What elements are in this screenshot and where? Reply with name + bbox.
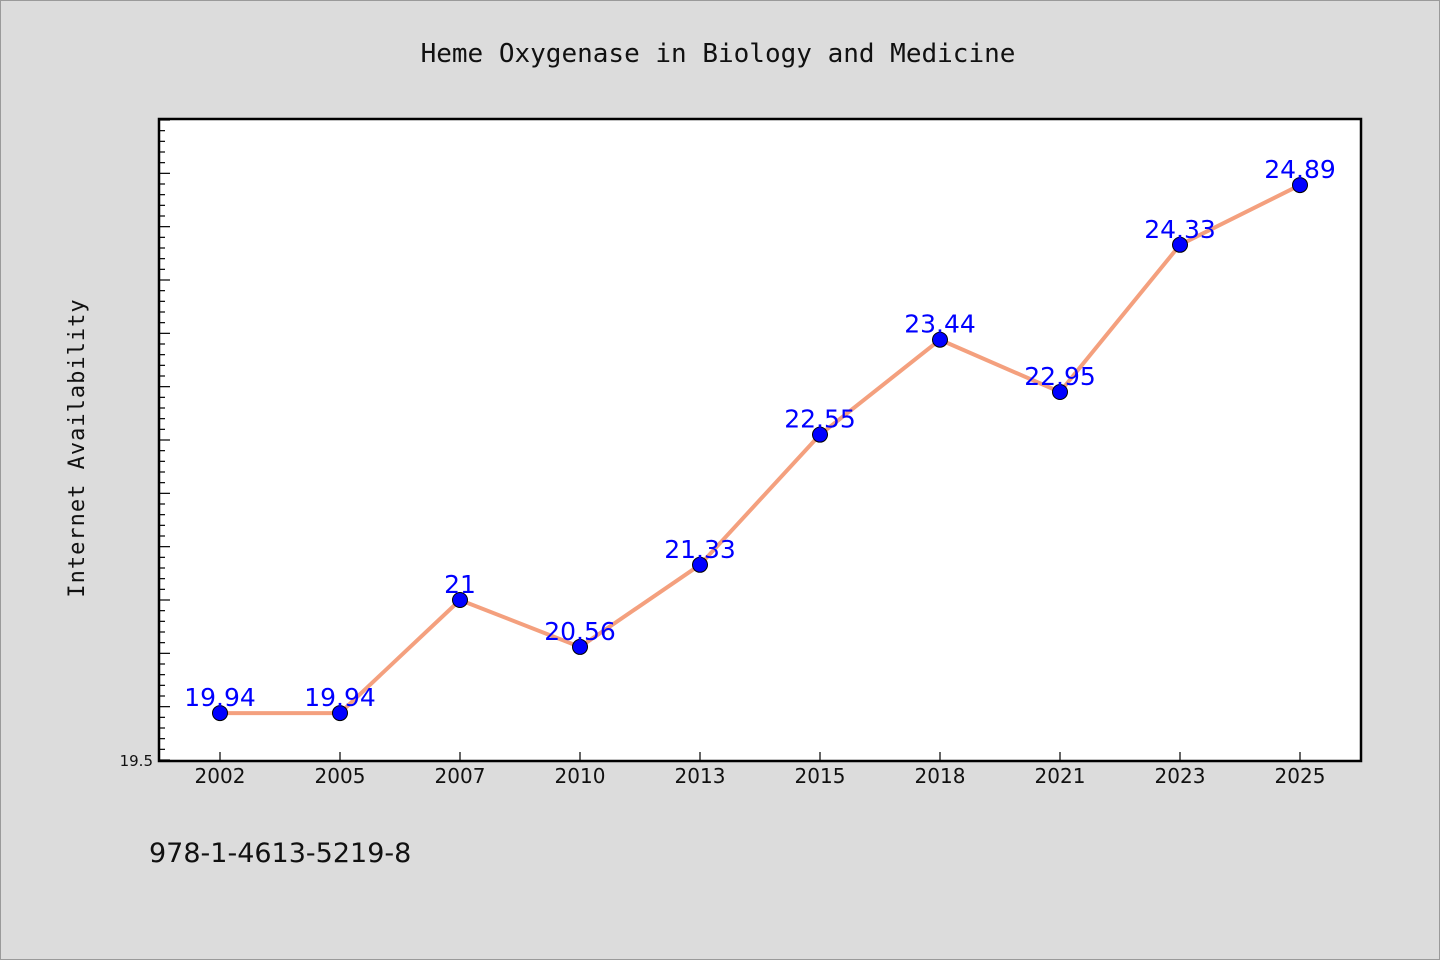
plot-area — [157, 117, 1363, 763]
y-axis-ticks — [160, 119, 170, 761]
data-label: 21 — [444, 570, 476, 599]
data-point — [932, 331, 948, 348]
x-tick-label: 2018 — [915, 764, 966, 788]
data-point — [572, 638, 588, 655]
data-label: 23.44 — [904, 310, 976, 339]
y-tick-label: 19.5 — [120, 752, 153, 770]
data-label: 19.94 — [304, 683, 376, 712]
data-label: 22.95 — [1024, 362, 1096, 391]
data-label: 22.55 — [784, 405, 856, 434]
x-tick-label: 2023 — [1155, 764, 1206, 788]
series-line — [218, 183, 1302, 716]
data-label: 21.33 — [664, 535, 736, 564]
y-axis-label: Internet Availability — [65, 298, 90, 597]
data-point — [812, 426, 828, 443]
data-point — [1052, 384, 1068, 400]
chart-title: Heme Oxygenase in Biology and Medicine — [421, 39, 1016, 69]
data-label: 19.94 — [184, 683, 256, 712]
x-tick-label: 2005 — [315, 764, 366, 788]
x-axis-ticks: 2002 2005 2007 2010 2013 2015 2018 2021 2023 2025 — [195, 752, 1326, 788]
x-tick-label: 2015 — [795, 764, 846, 788]
data-point — [1292, 177, 1308, 194]
data-point — [332, 705, 348, 722]
x-tick-label: 2010 — [555, 764, 606, 788]
data-point — [212, 705, 228, 722]
data-point — [452, 592, 468, 608]
data-point — [1172, 236, 1188, 253]
data-series — [212, 177, 1308, 722]
x-tick-label: 2007 — [435, 764, 486, 788]
data-point — [692, 556, 708, 573]
data-label: 24.89 — [1264, 155, 1336, 184]
data-label: 24.33 — [1144, 215, 1216, 244]
x-tick-label: 2013 — [675, 764, 726, 788]
x-tick-label: 2021 — [1035, 764, 1086, 788]
x-tick-label: 2025 — [1275, 764, 1326, 788]
data-label: 20.56 — [544, 617, 616, 646]
data-labels: 19.94 19.94 21 20.56 21.33 22.55 23.44 22.95 24.… — [184, 155, 1336, 712]
x-tick-label: 2002 — [195, 764, 246, 788]
isbn-footer: 978-1-4613-5219-8 — [149, 838, 411, 869]
